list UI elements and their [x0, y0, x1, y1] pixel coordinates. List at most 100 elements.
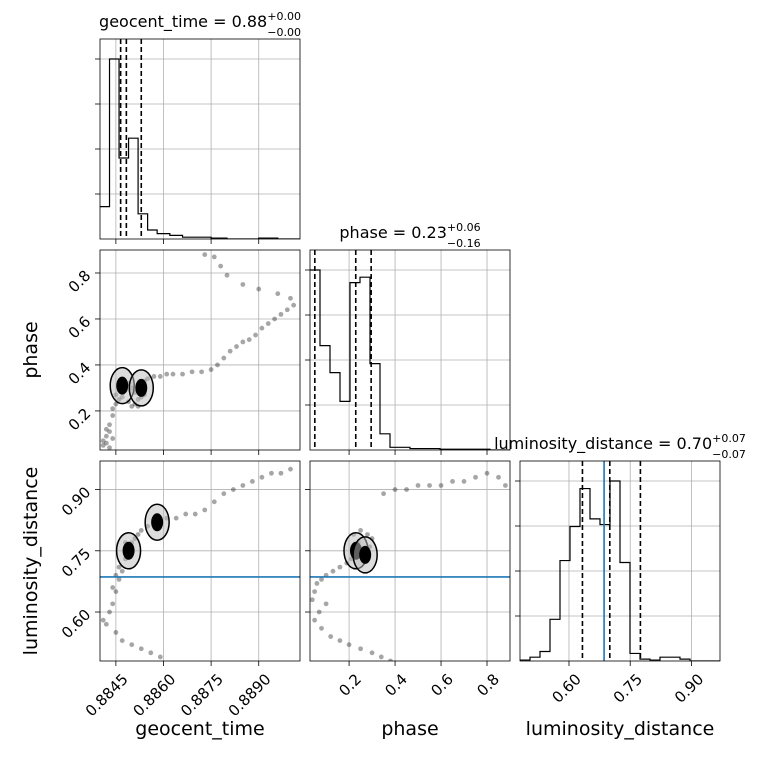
sample-point [119, 638, 125, 643]
sample-point [381, 491, 386, 497]
sample-point [337, 564, 343, 570]
panel-frame [309, 249, 511, 451]
sample-point [427, 483, 432, 488]
svg-text:geocent_time = 0.88+0.00: geocent_time = 0.88+0.00 [99, 10, 301, 32]
title-main: phase = 0.23 [339, 223, 446, 242]
sample-point [157, 374, 163, 379]
sample-point [173, 515, 179, 521]
panel-frame [99, 38, 301, 240]
sample-point [240, 339, 246, 345]
sample-point [110, 413, 116, 418]
panel-frame [99, 460, 301, 662]
title-sub: −0.16 [447, 237, 481, 250]
samples [100, 252, 297, 450]
sample-point [215, 362, 220, 368]
x-tick-label: 0.4 [381, 670, 411, 700]
x-tick-label: 0.8875 [177, 670, 227, 720]
contour-core [116, 376, 129, 395]
sample-point [278, 311, 284, 317]
sample-point [328, 634, 334, 639]
y-tick-label: 0.2 [65, 405, 95, 435]
sample-point [218, 263, 224, 269]
x-tick-label: 0.60 [549, 670, 585, 706]
sample-point [202, 252, 208, 257]
sample-point [240, 483, 246, 488]
x-grid [115, 250, 260, 450]
sample-point [288, 466, 293, 472]
sample-point [116, 576, 122, 582]
sample-point [107, 445, 112, 450]
sample-point [107, 609, 112, 615]
samples [310, 470, 508, 661]
sample-point [107, 429, 112, 435]
sample-point [100, 617, 106, 623]
title-sub: −0.00 [267, 26, 301, 39]
x-grid [115, 461, 260, 661]
svg-text:phase = 0.23+0.06: phase = 0.23+0.06 [339, 221, 480, 242]
sample-point [129, 642, 135, 648]
contour-core [135, 378, 148, 397]
sample-point [107, 422, 112, 428]
title-main: luminosity_distance = 0.70 [494, 434, 712, 454]
y-axis-label-phase: phase [20, 321, 42, 378]
sample-point [110, 436, 116, 441]
hist-panel-phase [305, 249, 511, 455]
sample-point [180, 371, 185, 377]
sample-point [189, 369, 195, 375]
sample-point [358, 646, 363, 652]
sample-point [503, 483, 508, 488]
sample-point [284, 307, 290, 313]
x-grid [348, 250, 488, 450]
sample-point [192, 511, 198, 517]
sample-point [259, 325, 265, 331]
sample-point [157, 654, 163, 660]
sample-point [103, 440, 109, 446]
sample-point [249, 479, 255, 484]
title-luminosity_distance: luminosity_distance = 0.70+0.07−0.07 [494, 432, 746, 461]
sample-point [183, 511, 189, 517]
sample-point [113, 589, 119, 595]
x-axis-label-geocent_time: geocent_time [135, 718, 264, 740]
sample-point [211, 254, 217, 260]
sample-point [438, 483, 444, 488]
sample-point [288, 295, 293, 301]
sample-point [484, 470, 490, 476]
sample-point [473, 474, 478, 480]
title-main: geocent_time = 0.88 [99, 12, 267, 32]
x-tick-label: 0.75 [610, 670, 646, 706]
sample-point [269, 470, 274, 476]
y-tick-label: 0.60 [58, 606, 94, 642]
sample-point [291, 302, 297, 308]
hist-panel-geocent_time [95, 38, 301, 244]
sample-point [208, 367, 214, 372]
sample-point [100, 438, 106, 444]
sample-point [234, 344, 239, 349]
sample-point [310, 597, 315, 603]
contour-core [151, 513, 164, 532]
sample-point [378, 654, 384, 660]
sample-point [227, 348, 233, 354]
hist-panel-luminosity_distance [515, 460, 721, 666]
sample-point [110, 601, 116, 607]
sample-point [224, 272, 230, 278]
contour-core [359, 545, 372, 564]
sample-point [221, 355, 227, 361]
sample-point [110, 585, 116, 590]
sample-point [415, 483, 421, 488]
sample-point [230, 487, 236, 492]
sample-point [100, 443, 106, 448]
svg-text:luminosity_distance = 0.70+0.0: luminosity_distance = 0.70+0.07 [494, 432, 746, 454]
sample-point [221, 491, 227, 497]
sample-point [103, 433, 109, 439]
title-sub: −0.07 [712, 448, 746, 461]
sample-point [323, 601, 329, 607]
sample-point [319, 576, 324, 582]
sample-point [330, 568, 336, 574]
title-sup: +0.00 [267, 10, 301, 23]
sample-point [404, 487, 409, 492]
sample-point [148, 650, 154, 656]
sample-point [314, 581, 320, 586]
title-sup: +0.07 [712, 432, 746, 445]
sample-point [135, 532, 141, 537]
panel-frame [519, 460, 721, 662]
